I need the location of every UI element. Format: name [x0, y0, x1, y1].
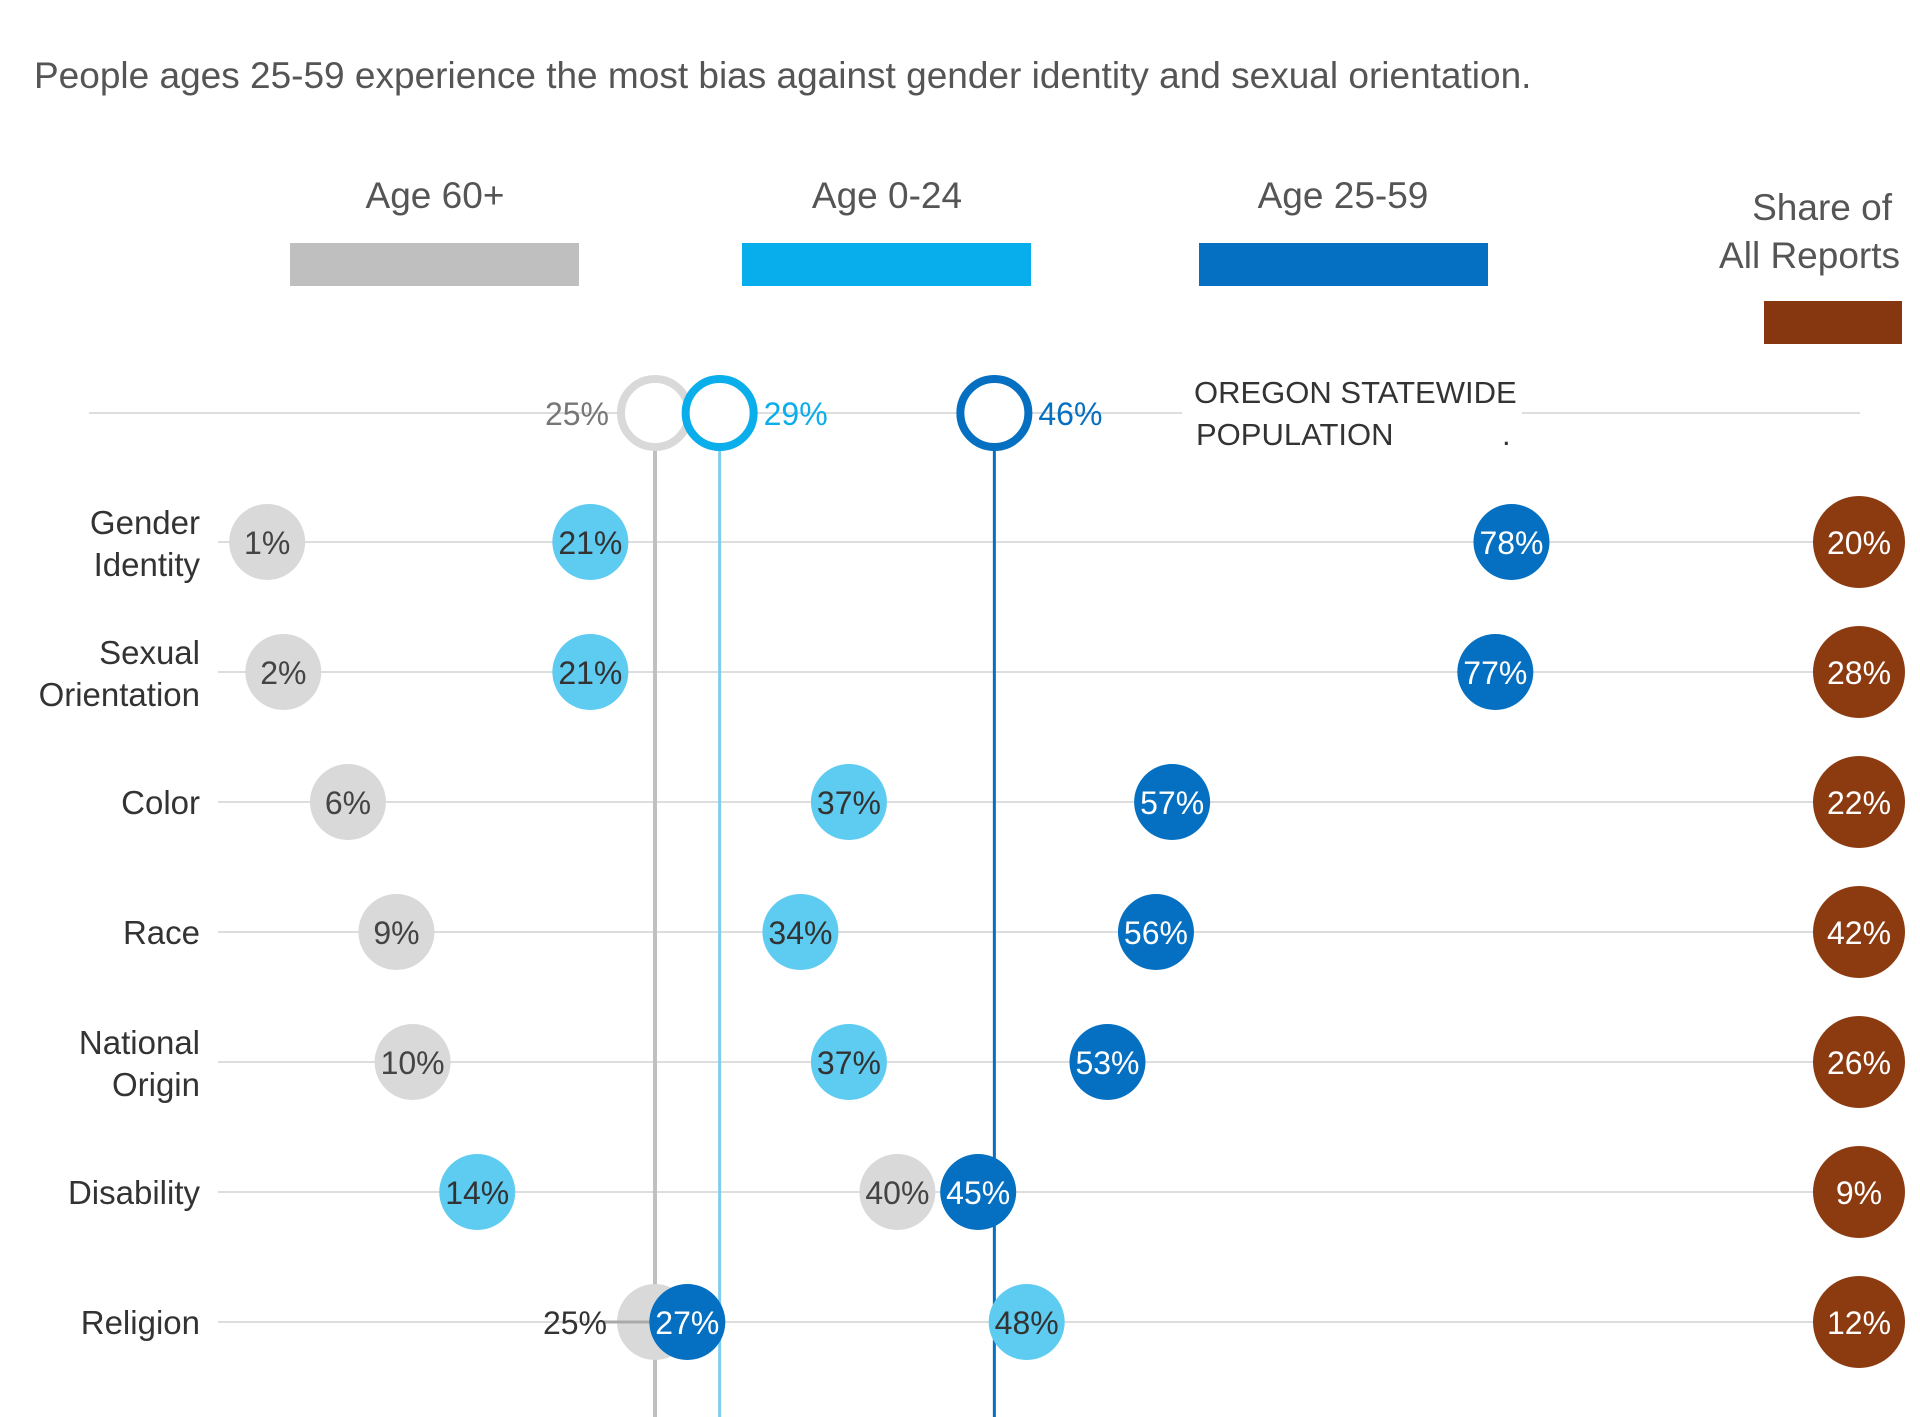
dot-age60	[309, 764, 386, 840]
share-dot	[1813, 1276, 1905, 1368]
dot-label-age25_59: 77%	[1463, 655, 1527, 691]
category-label: Disability	[68, 1174, 201, 1211]
dot-age25_59	[649, 1284, 726, 1360]
legend-swatch-share	[1764, 301, 1902, 344]
dot-age0_24	[439, 1154, 516, 1230]
legend: Age 60+ Age 0-24 Age 25-59 Share of All Repo…	[290, 175, 1902, 344]
share-label: 22%	[1827, 785, 1891, 821]
category-label: Color	[121, 784, 200, 821]
share-label: 42%	[1827, 915, 1891, 951]
dot-age25_59	[1117, 894, 1194, 970]
dot-age25_59	[940, 1154, 1017, 1230]
dot-age60	[229, 504, 306, 580]
dot-label-age0_24: 34%	[768, 915, 832, 951]
population-value-age0_24: 29%	[764, 396, 828, 432]
category-label: Origin	[112, 1066, 200, 1103]
dot-age25_59	[1457, 634, 1534, 710]
dot-label-age25_59: 78%	[1479, 525, 1543, 561]
legend-swatch-age25_59	[1199, 243, 1488, 286]
population-value-age25_59: 46%	[1038, 396, 1102, 432]
dot-label-age60: 40%	[865, 1175, 929, 1211]
share-label: 20%	[1827, 525, 1891, 561]
dot-age25_59	[1069, 1024, 1146, 1100]
legend-label-age60: Age 60+	[366, 175, 505, 216]
legend-share-label-2: All Reports	[1719, 235, 1900, 276]
category-label: Race	[123, 914, 200, 951]
dot-age0_24	[988, 1284, 1065, 1360]
population-label-bg	[1182, 370, 1522, 460]
dot-age0_24	[810, 764, 887, 840]
dot-label-age0_24: 37%	[817, 1045, 881, 1081]
category-label: Religion	[81, 1304, 200, 1341]
dot-label-age60: 10%	[381, 1045, 445, 1081]
dot-label-age0_24: 21%	[558, 525, 622, 561]
population-ring-age0_24	[681, 375, 758, 451]
legend-share-label-1: Share of	[1752, 187, 1893, 228]
share-dot	[1813, 756, 1905, 848]
category-label: Sexual	[99, 634, 200, 671]
category-label: Gender	[90, 504, 200, 541]
dot-label-age25_59: 27%	[655, 1305, 719, 1341]
dot-label-age0_24: 14%	[445, 1175, 509, 1211]
dot-label-age25_59: 45%	[946, 1175, 1010, 1211]
dot-label-age0_24: 21%	[558, 655, 622, 691]
dot-age0_24	[552, 504, 629, 580]
chart-title: People ages 25-59 experience the most bi…	[34, 55, 1531, 96]
dot-label-age60: 9%	[373, 915, 419, 951]
share-dot	[1813, 1016, 1905, 1108]
share-dot	[1813, 626, 1905, 718]
dot-label-age60: 25%	[543, 1305, 607, 1341]
dot-age25_59	[1473, 504, 1550, 580]
legend-label-age25_59: Age 25-59	[1258, 175, 1429, 216]
dot-label-age60: 6%	[325, 785, 371, 821]
legend-label-age0_24: Age 0-24	[812, 175, 962, 216]
dot-label-age25_59: 56%	[1124, 915, 1188, 951]
share-label: 26%	[1827, 1045, 1891, 1081]
population-ring-age25_59	[956, 375, 1033, 451]
dot-age60	[374, 1024, 451, 1100]
dot-label-age25_59: 57%	[1140, 785, 1204, 821]
dot-age60	[245, 634, 322, 710]
dot-label-age60: 2%	[260, 655, 306, 691]
dot-age0_24	[552, 634, 629, 710]
population-ring-age60	[617, 375, 693, 451]
dot-label-age0_24: 48%	[995, 1305, 1059, 1341]
category-label: National	[79, 1024, 200, 1061]
dot-age0_24	[810, 1024, 887, 1100]
share-label: 9%	[1836, 1175, 1882, 1211]
dot-label-age25_59: 53%	[1075, 1045, 1139, 1081]
legend-swatch-age60	[290, 243, 579, 286]
dot-label-age60: 1%	[244, 525, 290, 561]
category-label: Identity	[94, 546, 201, 583]
dot-age0_24	[762, 894, 839, 970]
share-dot	[1813, 886, 1905, 978]
legend-swatch-age0_24	[742, 243, 1031, 286]
share-dot	[1813, 496, 1905, 588]
plot-area: OREGON STATEWIDE POPULATION . 25% 29% 46% Gend…	[39, 370, 1905, 1417]
category-label: Orientation	[39, 676, 200, 713]
dot-age25_59	[1134, 764, 1211, 840]
share-label: 28%	[1827, 655, 1891, 691]
population-label-2: POPULATION	[1196, 417, 1394, 452]
share-dot	[1813, 1146, 1905, 1238]
share-label: 12%	[1827, 1305, 1891, 1341]
population-value-age60: 25%	[545, 396, 609, 432]
population-label-1: OREGON STATEWIDE	[1194, 375, 1517, 410]
dot-age60	[859, 1154, 936, 1230]
dot-label-age0_24: 37%	[817, 785, 881, 821]
dot-age60	[358, 894, 435, 970]
population-label-mark: .	[1502, 417, 1511, 452]
